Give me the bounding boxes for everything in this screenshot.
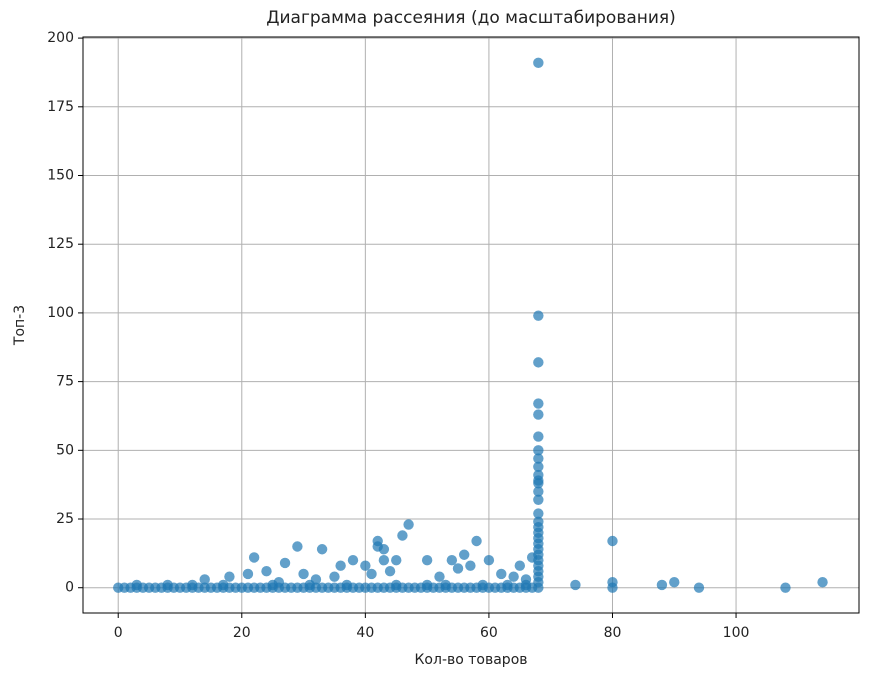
point xyxy=(607,535,618,547)
point xyxy=(242,568,254,580)
x-tick-label: 20 xyxy=(233,625,251,641)
point xyxy=(446,555,458,566)
point xyxy=(533,310,544,321)
point xyxy=(316,544,328,555)
y-tick-label: 0 xyxy=(65,580,74,596)
x-tick-label: 0 xyxy=(114,625,123,641)
point xyxy=(533,398,544,409)
point xyxy=(533,357,544,368)
point xyxy=(533,486,544,497)
point xyxy=(366,568,377,580)
point xyxy=(656,579,668,591)
point xyxy=(391,555,402,566)
point xyxy=(533,508,544,519)
point xyxy=(199,574,210,585)
y-tick-label: 150 xyxy=(47,168,74,184)
point xyxy=(279,557,291,569)
point xyxy=(817,577,828,588)
point xyxy=(421,579,433,591)
point xyxy=(514,560,526,571)
y-axis-label: Топ-3 xyxy=(12,305,28,346)
point xyxy=(502,579,513,591)
point xyxy=(533,453,544,464)
point xyxy=(570,579,581,591)
point xyxy=(248,552,260,563)
point xyxy=(335,560,346,571)
point xyxy=(187,579,198,591)
point xyxy=(780,582,791,593)
point xyxy=(483,555,495,566)
point xyxy=(131,579,142,591)
x-tick-label: 60 xyxy=(480,625,498,641)
point xyxy=(465,560,476,571)
point xyxy=(533,494,544,505)
point xyxy=(459,549,470,560)
point xyxy=(520,574,532,585)
point xyxy=(162,579,173,591)
point xyxy=(693,582,705,593)
point xyxy=(440,579,451,591)
point xyxy=(224,571,235,582)
point xyxy=(347,555,359,566)
point xyxy=(360,560,371,571)
point xyxy=(403,519,414,530)
x-tick-label: 40 xyxy=(356,625,374,641)
y-tick-label: 100 xyxy=(47,305,74,321)
point xyxy=(292,541,303,552)
point xyxy=(669,577,680,588)
point xyxy=(508,571,519,582)
y-tick-label: 175 xyxy=(47,99,74,115)
point xyxy=(273,577,285,588)
point xyxy=(533,409,544,420)
x-tick-label: 100 xyxy=(723,625,750,641)
point xyxy=(384,566,396,577)
point xyxy=(261,566,272,577)
point xyxy=(378,555,390,566)
point xyxy=(471,535,482,547)
point xyxy=(310,574,322,585)
point xyxy=(391,579,402,591)
point xyxy=(218,579,229,591)
point xyxy=(533,577,544,588)
point xyxy=(477,579,488,591)
y-tick-label: 25 xyxy=(56,511,74,527)
point xyxy=(434,571,445,582)
point xyxy=(526,552,538,563)
point xyxy=(607,582,618,593)
point xyxy=(397,530,408,541)
point xyxy=(496,568,507,580)
chart-title: Диаграмма рассеяния (до масштабирования) xyxy=(266,8,676,28)
grid: 0 20 40 60 80 100 0 25 50 75 100 125 150 175 200 xyxy=(47,30,859,641)
point xyxy=(533,445,544,456)
point xyxy=(298,568,309,580)
plot-frame xyxy=(82,36,860,614)
point xyxy=(533,461,544,473)
points xyxy=(113,57,828,593)
y-tick-label: 50 xyxy=(56,442,74,458)
point xyxy=(421,555,433,566)
x-axis-label: Кол-во товаров xyxy=(414,652,527,668)
point xyxy=(341,579,353,591)
point xyxy=(533,478,544,489)
x-tick-label: 80 xyxy=(604,625,622,641)
point xyxy=(533,431,544,442)
point xyxy=(378,544,390,555)
point xyxy=(329,571,340,582)
point xyxy=(533,57,544,69)
y-tick-label: 125 xyxy=(47,236,74,252)
y-tick-label: 200 xyxy=(47,30,74,46)
y-tick-label: 75 xyxy=(56,374,74,390)
point xyxy=(452,563,464,574)
